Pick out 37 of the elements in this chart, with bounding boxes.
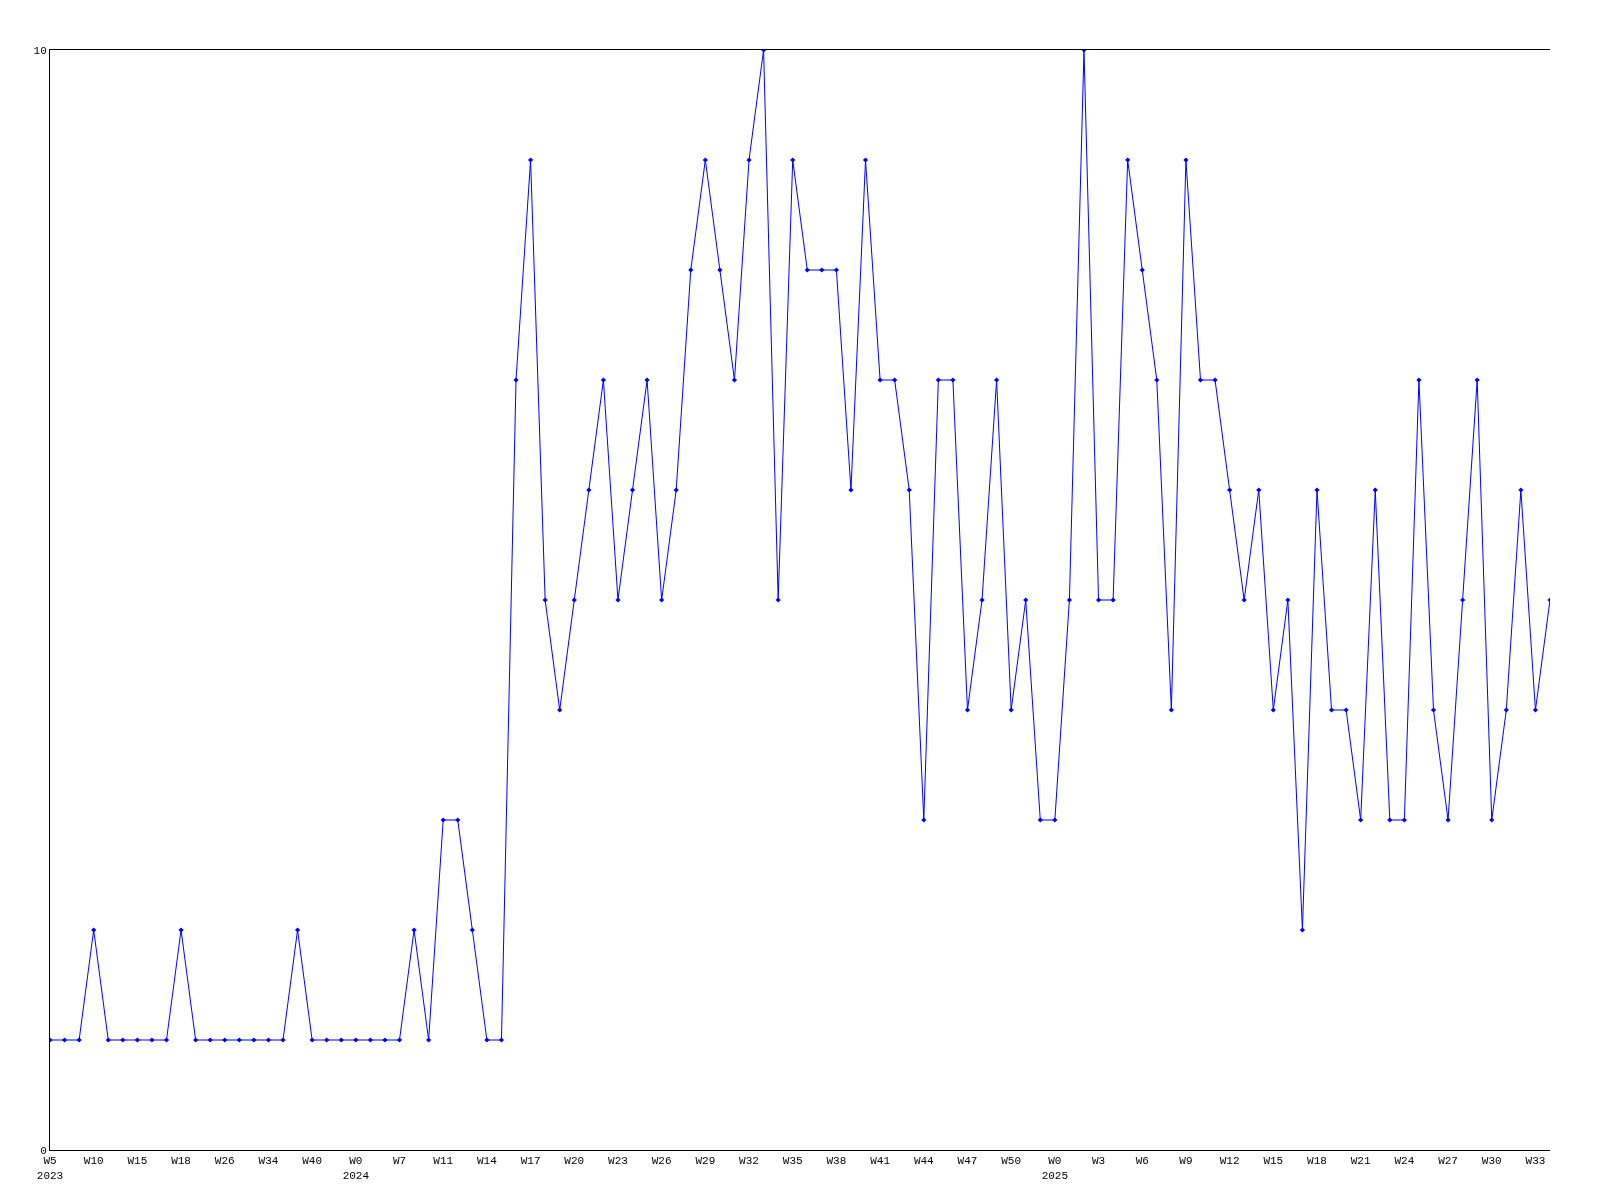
x-tick-label: W3 <box>1091 1155 1106 1168</box>
x-tick-label: W20 <box>564 1155 585 1168</box>
x-tick-label: W30 <box>1481 1155 1502 1168</box>
x-tick-label: W15 <box>127 1155 148 1168</box>
x-tick-label: W24 <box>1394 1155 1415 1168</box>
x-tick-label: W50 <box>1001 1155 1022 1168</box>
x-tick-label: W34 <box>258 1155 279 1168</box>
x-tick-label: W11 <box>433 1155 454 1168</box>
x-tick-label: W29 <box>695 1155 716 1168</box>
x-tick-label: W17 <box>520 1155 541 1168</box>
x-tick-label: W47 <box>957 1155 978 1168</box>
x-tick-label: W41 <box>870 1155 891 1168</box>
x-tick-label: W23 <box>608 1155 628 1168</box>
x-tick-label: W6 <box>1135 1155 1149 1168</box>
x-tick-label: W18 <box>1307 1155 1327 1168</box>
x-tick-label: W26 <box>651 1155 672 1168</box>
x-tick-label: W33 <box>1525 1155 1546 1168</box>
x-tick-label: W26 <box>214 1155 235 1168</box>
x-tick-label: W35 <box>782 1155 803 1168</box>
y-tick-label: 10 <box>33 44 47 57</box>
x-tick-label: W5 2023 <box>36 1155 64 1182</box>
x-tick-label: W32 <box>739 1155 759 1168</box>
x-tick-label: W10 <box>83 1155 104 1168</box>
x-tick-label: W44 <box>913 1155 935 1168</box>
x-tick-label: W0 2024 <box>342 1155 370 1182</box>
x-tick-label: W21 <box>1350 1155 1371 1168</box>
x-tick-label: W27 <box>1438 1155 1458 1168</box>
x-tick-label: W0 2025 <box>1041 1155 1069 1182</box>
x-tick-label: W38 <box>826 1155 847 1168</box>
x-tick-label: W15 <box>1263 1155 1284 1168</box>
x-tick-label: W12 <box>1219 1155 1240 1168</box>
x-tick-label: W18 <box>171 1155 191 1168</box>
y-tick-label: 0 <box>40 1144 47 1157</box>
x-tick-label: W9 <box>1179 1155 1193 1168</box>
x-tick-label: W14 <box>476 1155 498 1168</box>
x-tick-label: W7 <box>392 1155 407 1168</box>
x-tick-label: W40 <box>302 1155 323 1168</box>
